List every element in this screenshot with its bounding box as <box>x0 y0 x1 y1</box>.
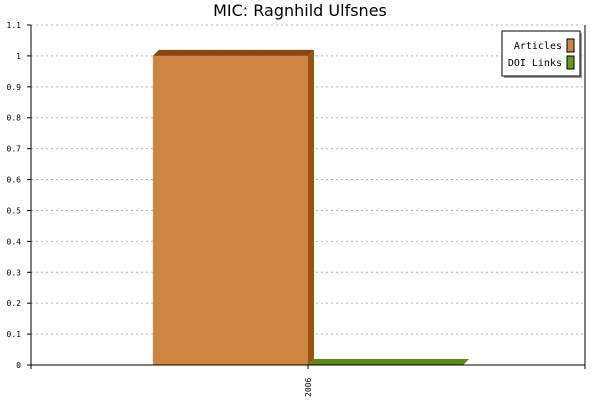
x-tick-label: 2006 <box>304 378 313 397</box>
legend-swatch <box>566 38 575 53</box>
chart-title: MIC: Ragnhild Ulfsnes <box>213 1 387 20</box>
bar-side-articles <box>308 49 314 366</box>
y-tick-label: 1 <box>16 52 21 61</box>
y-tick-label: 0.7 <box>7 145 22 154</box>
bar-articles <box>152 55 308 366</box>
legend-label: Articles <box>514 41 562 52</box>
y-tick-label: 0.9 <box>7 83 22 92</box>
legend-swatch <box>566 55 575 70</box>
y-tick-label: 0.5 <box>7 206 22 215</box>
legend-label: DOI Links <box>508 58 562 69</box>
y-tick-label: 0.3 <box>7 268 22 277</box>
y-tick-label: 0 <box>16 361 21 370</box>
y-tick-label: 0.2 <box>7 299 22 308</box>
y-tick-label: 0.1 <box>7 330 22 339</box>
axes: 0 0.1 0.2 0.3 0.4 0.5 0.6 0.7 0.8 0.9 1 1.1 2006 <box>7 21 586 397</box>
bar-top-articles <box>152 49 314 56</box>
bars <box>152 49 470 366</box>
y-tick-label: 1.1 <box>7 21 22 30</box>
y-tick-label: 0.8 <box>7 114 22 123</box>
y-tick-label: 0.4 <box>7 237 22 246</box>
legend: Articles DOI Links <box>501 30 582 78</box>
y-tick-label: 0.6 <box>7 176 22 185</box>
bar-top-doi-links <box>308 359 470 365</box>
